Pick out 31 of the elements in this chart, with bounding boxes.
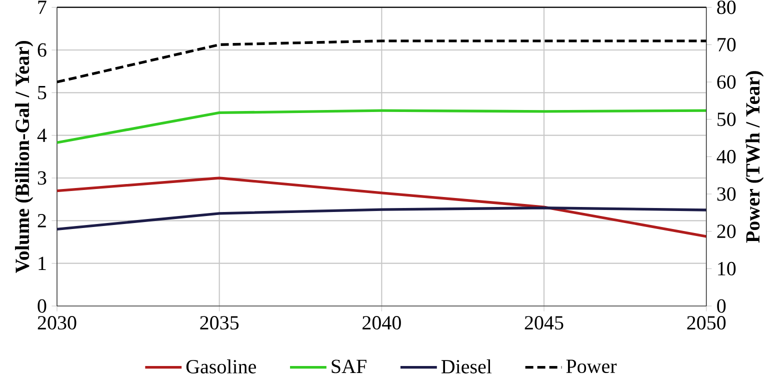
x-tick-label: 2035 <box>200 316 239 330</box>
y2-tick-label: 0 <box>717 299 726 313</box>
y-axis-title: Volume (Billion-Gal / Year) <box>15 40 34 274</box>
x-tick-label: 2040 <box>362 316 401 330</box>
y2-axis-title: Power (TWh / Year) <box>746 71 764 243</box>
legend-label: Diesel <box>441 359 492 374</box>
y2-tick-label: 10 <box>718 262 736 276</box>
legend-label: Power <box>566 360 617 374</box>
y2-tick-label: 40 <box>716 150 736 164</box>
y-tick-label: 7 <box>38 0 46 14</box>
legend-label: Gasoline <box>186 359 256 374</box>
x-tick-label: 2050 <box>687 316 726 330</box>
y-tick-label: 2 <box>38 214 46 228</box>
legend-label: SAF <box>332 360 366 374</box>
y-tick-label: 3 <box>38 171 46 185</box>
y-tick-label: 5 <box>38 86 46 100</box>
line-series <box>57 206 706 231</box>
y-tick-label: 6 <box>38 43 46 57</box>
line-series <box>57 109 706 144</box>
y-tick-label: 4 <box>37 128 47 142</box>
y2-tick-label: 20 <box>717 224 736 238</box>
line-series <box>57 176 706 238</box>
y2-tick-label: 50 <box>718 112 736 126</box>
y2-tick-label: 30 <box>717 187 736 201</box>
x-tick-label: 2045 <box>524 316 564 330</box>
y-tick-label: 1 <box>38 256 46 270</box>
y2-tick-label: 80 <box>717 0 736 14</box>
y2-tick-label: 70 <box>718 38 736 52</box>
x-tick-label: 2030 <box>38 316 76 330</box>
y-tick-label: 0 <box>38 299 46 313</box>
y2-tick-label: 60 <box>717 75 736 89</box>
